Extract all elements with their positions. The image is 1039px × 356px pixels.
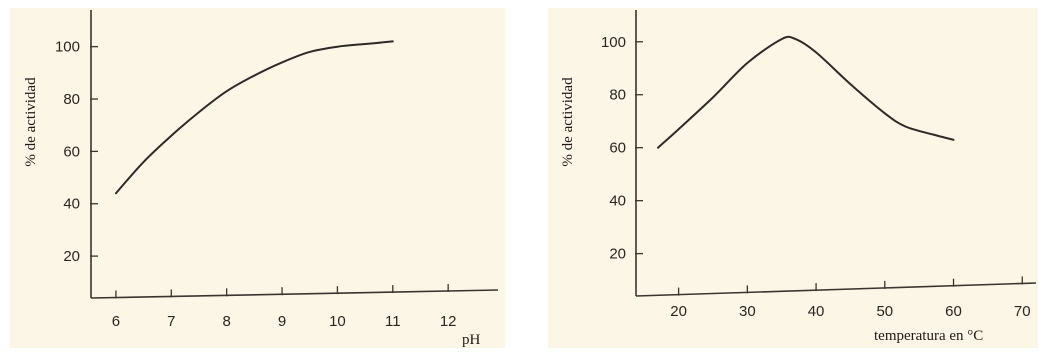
plot-background (10, 8, 505, 348)
x-tick-label: 10 (329, 313, 346, 330)
y-axis-title: % de actividad (23, 77, 39, 167)
x-axis-line (90, 289, 499, 299)
x-tick-label: 40 (808, 303, 825, 320)
x-tick-label: 30 (739, 303, 756, 320)
y-tick-label: 80 (63, 91, 80, 108)
x-tick-label: 12 (440, 313, 457, 330)
ph-activity-chart: 20 40 60 80 100 6 7 8 9 10 11 12 pH % de actividad (0, 0, 510, 356)
x-tick-label: 7 (167, 313, 175, 330)
x-axis-line (635, 282, 1037, 297)
x-tick-label: 50 (876, 303, 893, 320)
x-axis-title: pH (462, 332, 481, 348)
plot-background (548, 8, 1038, 348)
x-tick-label: 11 (385, 313, 401, 330)
y-tick-label: 20 (609, 246, 626, 263)
y-tick-label: 100 (55, 39, 80, 56)
x-tick-label: 70 (1014, 303, 1031, 320)
y-axis-title: % de actividad (560, 77, 576, 167)
y-tick-label: 60 (63, 143, 80, 160)
x-tick-label: 6 (112, 313, 120, 330)
y-tick-label: 40 (609, 193, 626, 210)
y-tick-label: 60 (609, 140, 626, 157)
temperature-activity-chart-svg: 20 40 60 80 100 20 30 40 50 60 70 temperatura en °C… (548, 8, 1038, 348)
y-tick-label: 20 (63, 248, 80, 265)
x-axis-title: temperatura en °C (874, 328, 983, 344)
y-tick-label: 80 (609, 87, 626, 104)
y-tick-label: 40 (63, 196, 80, 213)
x-tick-label: 20 (670, 303, 687, 320)
temperature-activity-chart: 20 40 60 80 100 20 30 40 50 60 70 temperatura en °C… (544, 0, 1039, 356)
x-tick-label: 60 (945, 303, 962, 320)
activity-curve (114, 40, 394, 195)
y-tick-label: 100 (601, 34, 626, 51)
ph-activity-chart-svg: 20 40 60 80 100 6 7 8 9 10 11 12 pH % de actividad (10, 8, 505, 348)
activity-curve (657, 35, 955, 149)
x-tick-label: 9 (278, 313, 286, 330)
x-tick-label: 8 (222, 313, 230, 330)
